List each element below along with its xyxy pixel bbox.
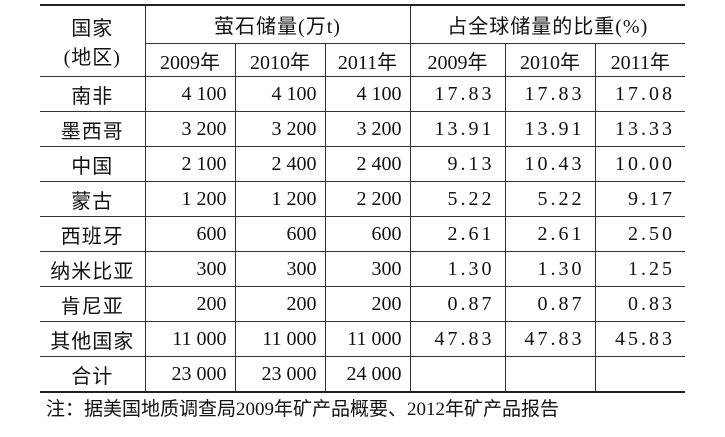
year-header: 2010年 [234, 43, 326, 77]
data-row: 其他国家 11 000 11 000 11 000 47.83 47.83 45.83 [40, 321, 685, 357]
value-cell: 2.61 [504, 216, 596, 252]
value-cell: 9.13 [409, 146, 506, 182]
data-row: 中国 2 100 2 400 2 400 9.13 10.43 10.00 [40, 146, 685, 182]
value-cell: 600 [144, 216, 236, 252]
value-cell: 4 100 [144, 76, 236, 112]
value-cell: 300 [234, 251, 326, 287]
value-cell: 11 000 [234, 321, 326, 357]
value-cell: 11 000 [144, 321, 236, 357]
year-header: 2010年 [504, 43, 596, 77]
data-row: 墨西哥 3 200 3 200 3 200 13.91 13.91 13.33 [40, 111, 685, 147]
table-body: 国家 (地区) 萤石储量(万t) 占全球储量的比重(%) 2009年 2010年 2… [40, 4, 685, 393]
value-cell: 2 400 [234, 146, 326, 182]
header-row: 国家 (地区) 萤石储量(万t) 占全球储量的比重(%) [40, 4, 685, 77]
value-cell: 1 200 [144, 181, 236, 217]
value-cell: 300 [324, 251, 411, 287]
country-header: 国家 (地区) [40, 4, 146, 77]
value-cell: 17.08 [594, 76, 685, 112]
country-cell: 肯尼亚 [40, 286, 146, 322]
value-cell: 600 [324, 216, 411, 252]
year-header: 2009年 [409, 43, 506, 77]
value-cell: 300 [144, 251, 236, 287]
value-cell: 13.91 [409, 111, 506, 147]
group-header: 萤石储量(万t) [144, 4, 411, 44]
value-cell: 17.83 [409, 76, 506, 112]
value-cell: 1.25 [594, 251, 685, 287]
data-row: 蒙古 1 200 1 200 2 200 5.22 5.22 9.17 [40, 181, 685, 217]
value-cell: 45.83 [594, 321, 685, 357]
value-cell: 5.22 [504, 181, 596, 217]
country-cell: 合计 [40, 356, 146, 393]
country-cell: 蒙古 [40, 181, 146, 217]
year-header: 2009年 [145, 43, 236, 77]
value-cell: 1.30 [504, 251, 596, 287]
value-cell: 23 000 [144, 356, 236, 393]
data-row: 西班牙 600 600 600 2.61 2.61 2.50 [40, 216, 685, 252]
data-row: 南非 4 100 4 100 4 100 17.83 17.83 17.08 [40, 76, 685, 112]
value-cell: 9.17 [594, 181, 685, 217]
value-cell: 13.91 [504, 111, 596, 147]
value-cell: 4 100 [324, 76, 411, 112]
value-cell: 2.61 [409, 216, 506, 252]
value-cell: 0.87 [504, 286, 596, 322]
value-cell [504, 356, 596, 393]
value-cell: 0.83 [594, 286, 685, 322]
header-text: 国家 [71, 18, 114, 40]
country-cell: 西班牙 [40, 216, 146, 252]
value-cell: 2.50 [594, 216, 685, 252]
country-cell: 墨西哥 [40, 111, 146, 147]
value-cell: 200 [324, 286, 411, 322]
country-cell: 其他国家 [40, 321, 146, 357]
value-cell: 2 400 [324, 146, 411, 182]
value-cell [594, 356, 685, 393]
footnote: 注：据美国地质调查局2009年矿产品概要、2012年矿产品报告 [46, 399, 560, 420]
country-cell: 纳米比亚 [40, 251, 146, 287]
reserves-table: 国家 (地区) 萤石储量(万t) 占全球储量的比重(%) 2009年 2010年 2… [40, 4, 685, 393]
value-cell: 5.22 [409, 181, 506, 217]
value-cell: 0.87 [409, 286, 506, 322]
value-cell: 10.00 [594, 146, 685, 182]
value-cell: 13.33 [594, 111, 685, 147]
value-cell: 47.83 [504, 321, 596, 357]
value-cell: 3 200 [144, 111, 236, 147]
country-cell: 中国 [40, 146, 146, 182]
value-cell: 200 [234, 286, 326, 322]
value-cell: 2 100 [144, 146, 236, 182]
value-cell: 24 000 [324, 356, 411, 393]
group-header: 占全球储量的比重(%) [409, 4, 685, 44]
header-text: (地区) [63, 47, 121, 69]
value-cell: 200 [144, 286, 236, 322]
data-row: 合计 23 000 23 000 24 000 [40, 356, 685, 393]
value-cell: 4 100 [234, 76, 326, 112]
value-cell [409, 356, 506, 393]
data-row: 纳米比亚 300 300 300 1.30 1.30 1.25 [40, 251, 685, 287]
value-cell: 3 200 [234, 111, 326, 147]
value-cell: 1.30 [409, 251, 506, 287]
data-row: 肯尼亚 200 200 200 0.87 0.87 0.83 [40, 286, 685, 322]
value-cell: 10.43 [504, 146, 596, 182]
year-header: 2011年 [594, 43, 685, 77]
value-cell: 23 000 [234, 356, 326, 393]
value-cell: 11 000 [324, 321, 411, 357]
value-cell: 3 200 [324, 111, 411, 147]
country-cell: 南非 [40, 76, 146, 112]
value-cell: 47.83 [409, 321, 506, 357]
value-cell: 1 200 [234, 181, 326, 217]
value-cell: 2 200 [324, 181, 411, 217]
value-cell: 17.83 [504, 76, 596, 112]
year-header: 2011年 [324, 43, 411, 77]
value-cell: 600 [234, 216, 326, 252]
